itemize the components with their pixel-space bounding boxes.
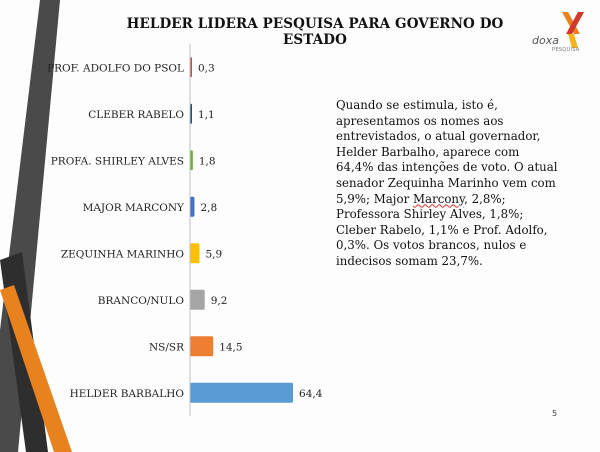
category-label: MAJOR MARCONY xyxy=(83,202,185,214)
bar xyxy=(190,336,214,357)
value-label: 1,8 xyxy=(199,155,216,167)
value-label: 2,8 xyxy=(200,202,217,214)
category-label: HELDER BARBALHO xyxy=(70,388,185,400)
logo-x-orange xyxy=(562,12,580,34)
logo-x-yellow xyxy=(568,34,578,48)
doxa-logo xyxy=(562,12,584,48)
logo-subtitle: PESQUISA xyxy=(552,47,580,53)
bar xyxy=(190,289,205,310)
value-label: 0,3 xyxy=(198,62,215,74)
category-label: NS/SR xyxy=(149,341,185,353)
logo-x-red xyxy=(566,12,584,34)
category-label: ZEQUINHA MARINHO xyxy=(61,248,185,260)
description-text: Quando se estimula, isto é, apresentamos… xyxy=(336,98,558,270)
bars-layer: PROF. ADOLFO DO PSOL 0,3 CLEBER RABELO 1,1 P… xyxy=(47,57,323,403)
category-label: PROFA. SHIRLEY ALVES xyxy=(51,155,184,167)
bar xyxy=(190,196,195,217)
description-part1: Quando se estimula, isto é, apresentamos… xyxy=(336,98,558,206)
category-label: PROF. ADOLFO DO PSOL xyxy=(47,62,184,74)
category-label: CLEBER RABELO xyxy=(88,109,184,121)
description-part2: , 2,8%; Professora Shirley Alves, 1,8%; … xyxy=(336,191,548,268)
value-label: 9,2 xyxy=(211,295,228,307)
value-label: 5,9 xyxy=(205,248,222,260)
category-label: BRANCO/NULO xyxy=(98,295,185,307)
bar xyxy=(190,382,294,403)
page-number: 5 xyxy=(552,409,558,418)
value-label: 64,4 xyxy=(299,388,323,400)
bar xyxy=(190,150,193,171)
stripe-orange xyxy=(0,285,72,452)
slide-title: HELDER LIDERA PESQUISA PARA GOVERNO DO E… xyxy=(126,16,504,48)
bar xyxy=(190,243,200,264)
value-label: 14,5 xyxy=(219,341,242,353)
description-flagged-word: Marcony xyxy=(412,191,465,206)
value-label: 1,1 xyxy=(198,109,215,121)
logo-name: doxa xyxy=(532,34,559,47)
